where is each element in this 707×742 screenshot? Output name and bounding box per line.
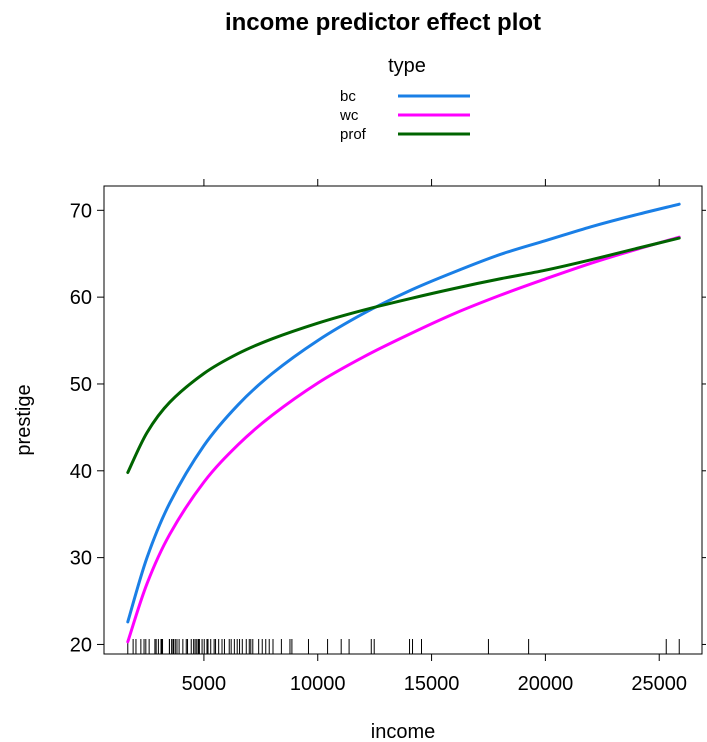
legend-title: type [388, 55, 426, 77]
y-tick-label: 20 [70, 634, 92, 656]
y-tick-label: 40 [70, 461, 92, 483]
axis-ticks: 5000 10000 15000 20000 25000 20 30 40 50 60 70 [70, 179, 706, 695]
y-tick-label: 60 [70, 287, 92, 309]
plot-frame [103, 185, 703, 655]
chart-title: income predictor effect plot [225, 9, 541, 36]
x-tick-label: 15000 [404, 673, 460, 695]
legend-label-wc: wc [339, 107, 359, 124]
y-tick-label: 70 [70, 200, 92, 222]
series-lines [126, 202, 681, 644]
x-tick-label: 5000 [182, 673, 227, 695]
y-axis-label: prestige [13, 384, 35, 455]
series-line-wc [126, 235, 681, 644]
y-tick-label: 30 [70, 548, 92, 570]
x-tick-label: 10000 [290, 673, 346, 695]
series-line-bc [126, 202, 681, 624]
x-tick-label: 20000 [518, 673, 574, 695]
legend: type bc wc prof [339, 55, 470, 143]
y-tick-label: 50 [70, 374, 92, 396]
x-axis-label: income [371, 721, 435, 742]
rug [127, 639, 680, 654]
x-tick-label: 25000 [631, 673, 687, 695]
series-line-prof [126, 236, 681, 474]
legend-label-bc: bc [340, 88, 356, 105]
legend-label-prof: prof [340, 126, 367, 143]
